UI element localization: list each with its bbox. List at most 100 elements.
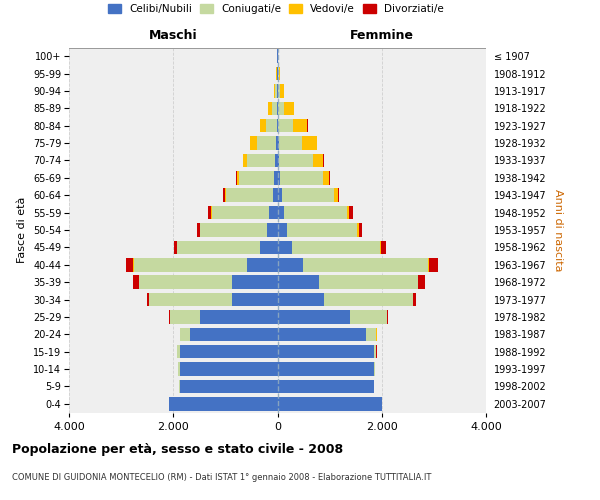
Bar (418, 276, 425, 289)
Bar (139, 276, 232, 289)
Bar (260, 240, 277, 254)
Bar (190, 328, 277, 341)
Bar (175, 240, 177, 254)
Bar (284, 102, 295, 115)
Bar (280, 84, 284, 98)
Text: Maschi: Maschi (149, 30, 197, 43)
Bar (313, 154, 323, 168)
Bar (275, 154, 277, 168)
Bar (268, 102, 272, 115)
Text: Popolazione per età, sesso e stato civile - 2008: Popolazione per età, sesso e stato civil… (12, 442, 343, 456)
Bar (276, 136, 277, 150)
Bar (277, 258, 304, 272)
Bar (277, 328, 366, 341)
Bar (200, 223, 267, 237)
Bar (304, 258, 428, 272)
Bar (179, 345, 277, 358)
Bar (208, 206, 211, 220)
Legend: Celibi/Nubili, Coniugati/e, Vedovi/e, Divorziati/e: Celibi/Nubili, Coniugati/e, Vedovi/e, Di… (104, 0, 448, 18)
Bar (281, 188, 334, 202)
Bar (278, 67, 280, 80)
Bar (274, 84, 275, 98)
Bar (329, 171, 330, 184)
Bar (277, 223, 287, 237)
Y-axis label: Anni di nascita: Anni di nascita (553, 188, 563, 271)
Bar (387, 310, 388, 324)
Bar (347, 206, 349, 220)
Bar (278, 119, 293, 132)
Bar (277, 362, 374, 376)
Bar (243, 154, 247, 168)
Bar (232, 292, 277, 306)
Bar (277, 171, 280, 184)
Bar (133, 276, 139, 289)
Bar (277, 380, 374, 393)
Bar (277, 240, 292, 254)
Bar (180, 328, 190, 341)
Bar (260, 119, 266, 132)
Bar (280, 171, 323, 184)
Bar (223, 188, 224, 202)
Bar (224, 188, 226, 202)
Bar (287, 223, 357, 237)
Bar (197, 223, 200, 237)
Bar (350, 310, 387, 324)
Bar (325, 292, 413, 306)
Bar (278, 84, 280, 98)
Bar (413, 292, 416, 306)
Bar (279, 136, 302, 150)
Bar (277, 276, 319, 289)
Bar (274, 171, 277, 184)
Bar (429, 258, 437, 272)
Bar (349, 206, 353, 220)
Bar (334, 188, 338, 202)
Y-axis label: Fasce di età: Fasce di età (17, 197, 28, 263)
Bar (247, 258, 277, 272)
Bar (277, 206, 284, 220)
Bar (257, 136, 276, 150)
Bar (126, 258, 133, 272)
Bar (272, 102, 277, 115)
Bar (267, 223, 277, 237)
Bar (179, 362, 277, 376)
Bar (146, 292, 149, 306)
Bar (277, 154, 280, 168)
Bar (284, 206, 347, 220)
Bar (178, 362, 179, 376)
Bar (250, 136, 257, 150)
Bar (169, 397, 277, 410)
Bar (232, 276, 277, 289)
Bar (170, 310, 200, 324)
Bar (211, 206, 212, 220)
Bar (269, 206, 277, 220)
Bar (200, 310, 277, 324)
Bar (277, 119, 278, 132)
Bar (338, 188, 339, 202)
Bar (272, 188, 277, 202)
Bar (302, 136, 317, 150)
Bar (237, 171, 239, 184)
Bar (277, 310, 350, 324)
Bar (366, 328, 376, 341)
Bar (319, 276, 418, 289)
Bar (275, 84, 277, 98)
Bar (293, 119, 307, 132)
Bar (359, 223, 362, 237)
Text: COMUNE DI GUIDONIA MONTECELIO (RM) - Dati ISTAT 1° gennaio 2008 - Elaborazione T: COMUNE DI GUIDONIA MONTECELIO (RM) - Dat… (12, 472, 431, 482)
Bar (277, 136, 279, 150)
Bar (382, 240, 386, 254)
Bar (179, 380, 277, 393)
Bar (134, 258, 247, 272)
Bar (169, 310, 170, 324)
Bar (292, 240, 380, 254)
Bar (178, 240, 260, 254)
Bar (149, 292, 232, 306)
Bar (278, 102, 284, 115)
Bar (374, 362, 375, 376)
Bar (247, 154, 275, 168)
Bar (380, 240, 382, 254)
Bar (280, 154, 313, 168)
Bar (226, 188, 272, 202)
Bar (277, 397, 382, 410)
Bar (212, 206, 269, 220)
